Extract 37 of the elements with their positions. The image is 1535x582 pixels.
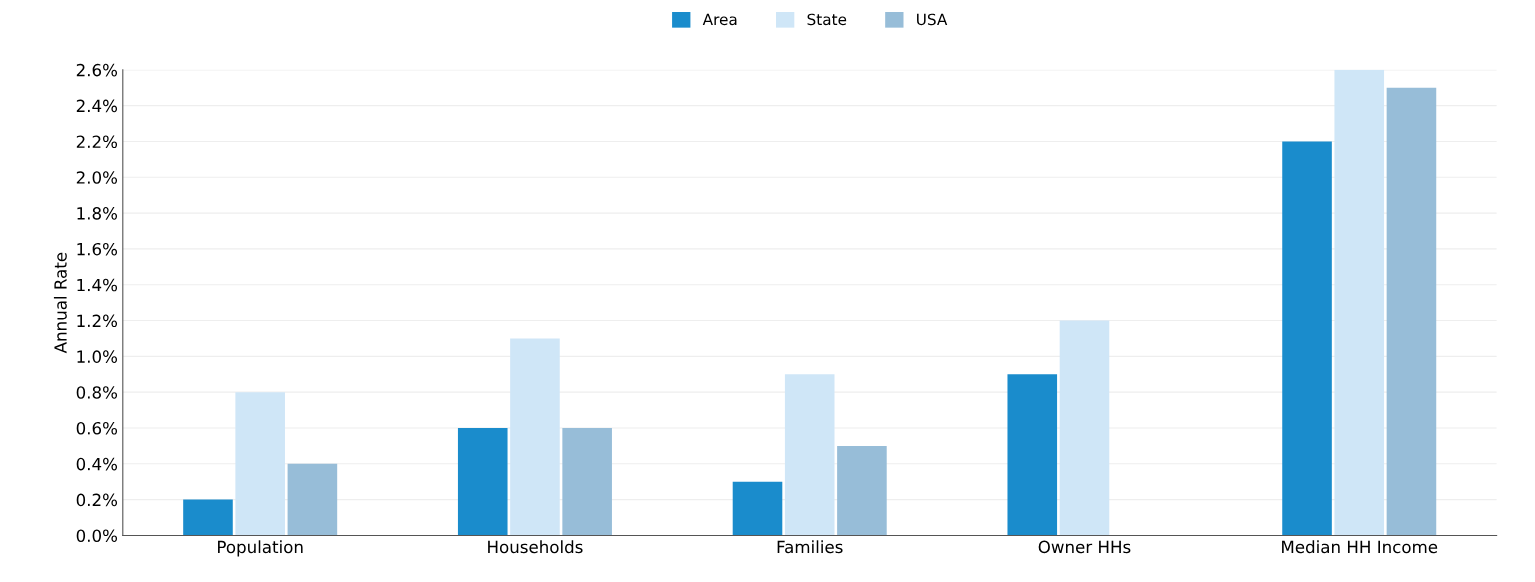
y-tick-label: 0.2% <box>76 493 118 507</box>
x-tick-label: Families <box>777 540 843 554</box>
legend-label: Area <box>702 13 737 26</box>
legend-label: USA <box>917 13 948 26</box>
bar <box>837 445 887 536</box>
bar <box>732 481 783 536</box>
y-tick-label: 0.8% <box>76 386 118 399</box>
bar <box>1007 374 1058 536</box>
y-tick-label: 1.0% <box>77 350 118 363</box>
x-tick-label: Owner HHs <box>1038 540 1131 554</box>
bar <box>1282 141 1332 536</box>
bar <box>183 499 233 536</box>
bar <box>784 374 835 536</box>
y-axis-title: Annual Rate <box>53 252 67 354</box>
y-tick-label: 0.0% <box>76 529 118 543</box>
y-tick-label: 1.8% <box>77 207 118 220</box>
y-tick-label: 2.0% <box>76 171 118 184</box>
y-tick-label: 2.2% <box>76 135 118 149</box>
bar <box>1386 87 1437 536</box>
bar <box>562 427 612 536</box>
bar <box>1059 320 1110 536</box>
y-tick-label: 0.6% <box>76 421 118 435</box>
bar <box>457 427 508 536</box>
x-tick-label: Households <box>488 540 583 554</box>
y-tick-label: 1.2% <box>77 314 118 328</box>
y-tick-label: 2.4% <box>76 99 118 113</box>
y-tick-label: 1.4% <box>77 278 118 292</box>
legend-label: State <box>807 13 847 26</box>
y-tick-label: 0.4% <box>76 457 118 471</box>
x-tick-label: Population <box>218 540 303 557</box>
y-tick-label: 1.6% <box>77 242 118 256</box>
bar <box>510 338 560 536</box>
bar <box>1334 69 1385 536</box>
y-tick-label: 2.6% <box>76 63 118 77</box>
x-tick-label: Median HH Income <box>1282 540 1438 554</box>
bar <box>235 392 285 536</box>
bar <box>287 463 338 536</box>
